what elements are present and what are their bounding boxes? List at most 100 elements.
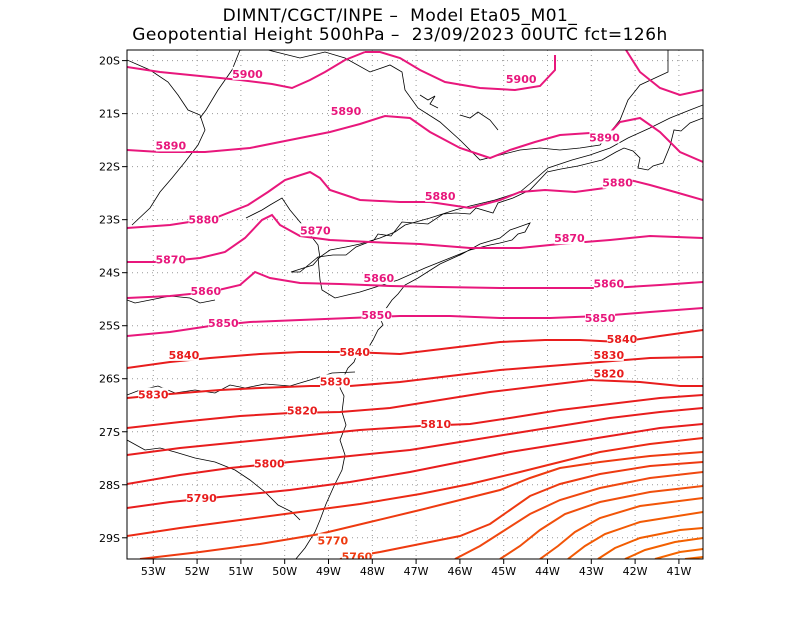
contour-5720 <box>567 511 703 559</box>
tick-label-lon: 48W <box>360 565 385 578</box>
contour-label-bg <box>190 284 221 298</box>
contour-label: 5770 <box>318 534 349 547</box>
contour-label: 5830 <box>320 375 351 388</box>
contour-label-bg <box>155 252 186 266</box>
tick-label-lon: 45W <box>491 565 516 578</box>
contour-5800 <box>127 407 703 485</box>
state-border-west <box>127 59 206 226</box>
contour-label: 5880 <box>602 177 633 190</box>
contour-label: 5870 <box>155 253 186 266</box>
contour-5900-east <box>365 51 556 92</box>
contour-label-bg <box>188 212 219 226</box>
coastline-atlantic <box>290 104 703 273</box>
tick-label-lon: 51W <box>228 565 253 578</box>
contour-label-bg <box>341 549 372 559</box>
tick-label-lon: 46W <box>447 565 472 578</box>
tick-label-lat: 25S <box>99 320 120 333</box>
contour-label: 5880 <box>188 214 219 227</box>
coastline-south <box>295 222 531 559</box>
contour-label: 5900 <box>506 73 537 86</box>
contour-5700 <box>624 537 703 559</box>
tick-label-lat: 26S <box>99 373 120 386</box>
contour-label: 5850 <box>585 312 616 325</box>
contour-5780 <box>127 437 703 537</box>
contour-label: 5810 <box>420 418 451 431</box>
tick-label-lon: 52W <box>185 565 210 578</box>
contour-5730 <box>539 497 703 559</box>
lake-furnas <box>419 94 499 131</box>
tick-label-lon: 49W <box>316 565 341 578</box>
contour-label: 5790 <box>186 492 217 505</box>
contour-label-bg <box>168 347 199 361</box>
contour-label-bg <box>589 130 620 144</box>
tick-label-lat: 24S <box>99 267 120 280</box>
contour-label-bg <box>593 276 624 290</box>
tick-label-lat: 23S <box>99 214 120 227</box>
contour-label-bg <box>585 310 616 324</box>
contour-label: 5850 <box>208 317 239 330</box>
contour-label-bg <box>602 175 633 189</box>
tick-label-lon: 47W <box>404 565 429 578</box>
contour-label: 5840 <box>607 333 638 346</box>
map-title-line-2: Geopotential Height 500hPa – 23/09/2023 … <box>132 25 668 45</box>
contour-label-bg <box>320 374 351 388</box>
contour-label-bg <box>363 270 394 284</box>
contour-5740 <box>499 485 703 559</box>
contour-5900-far-east <box>625 50 703 97</box>
tick-label-lon: 41W <box>666 565 691 578</box>
contour-label: 5900 <box>232 68 263 81</box>
contour-label-bg <box>339 345 370 359</box>
contour-label-bg <box>593 366 624 380</box>
tick-label-lat: 21S <box>99 108 120 121</box>
contour-label: 5870 <box>300 224 331 237</box>
contour-5690 <box>654 548 703 559</box>
plot-frame <box>126 49 704 560</box>
state-border-sp <box>289 209 321 259</box>
contour-labels: 5900 5900 5890 5890 5890 5880 5880 5880 5870 5870… <box>138 66 638 563</box>
axis-ticks <box>122 60 680 564</box>
contour-label: 5860 <box>191 285 222 298</box>
contour-label: 5830 <box>594 349 625 362</box>
contour-label-bg <box>317 533 348 547</box>
contour-5890 <box>127 114 703 163</box>
contour-5790 <box>127 423 703 509</box>
contour-label-bg <box>593 347 624 361</box>
tick-label-lon: 42W <box>623 565 648 578</box>
state-border-central <box>199 50 241 119</box>
contour-label-bg <box>254 456 285 470</box>
map-title-line-1: DIMNT/CGCT/INPE – Model Eta05_M01_ <box>222 6 578 26</box>
contour-label: 5840 <box>339 346 370 359</box>
tick-label-lon: 43W <box>579 565 604 578</box>
contour-label: 5840 <box>169 349 200 362</box>
contour-label: 5820 <box>287 405 318 418</box>
contour-label-bg <box>138 387 169 401</box>
state-border-pr <box>127 371 356 396</box>
contour-label-bg <box>425 188 456 202</box>
contour-label-bg <box>208 316 239 330</box>
contour-5820 <box>127 378 703 429</box>
state-border-sc <box>127 439 301 521</box>
contour-label-bg <box>554 231 585 245</box>
tick-label-lon: 50W <box>272 565 297 578</box>
contour-label: 5890 <box>331 105 362 118</box>
contour-label: 5890 <box>589 131 620 144</box>
contour-label: 5830 <box>138 389 169 402</box>
contour-label: 5860 <box>364 272 395 285</box>
tick-label-lon: 44W <box>535 565 560 578</box>
tick-label-lat: 29S <box>99 532 120 545</box>
contour-5710 <box>597 527 703 559</box>
axis-tick-labels: 53W 52W 51W 50W 49W 48W 47W 46W 45W 44W 43W 42W 41W 2… <box>99 55 691 578</box>
contour-label: 5820 <box>594 367 625 380</box>
tick-label-lat: 20S <box>99 55 120 68</box>
contour-label: 5850 <box>361 309 392 322</box>
contour-label-bg <box>506 72 537 86</box>
contour-label: 5870 <box>554 232 585 245</box>
contour-label: 5760 <box>342 550 373 563</box>
contour-label-bg <box>287 403 318 417</box>
contour-label-bg <box>300 223 331 237</box>
contour-label-bg <box>420 416 451 430</box>
contour-label-bg <box>232 66 263 80</box>
tick-label-lat: 22S <box>99 161 120 174</box>
contour-label: 5880 <box>425 190 456 203</box>
